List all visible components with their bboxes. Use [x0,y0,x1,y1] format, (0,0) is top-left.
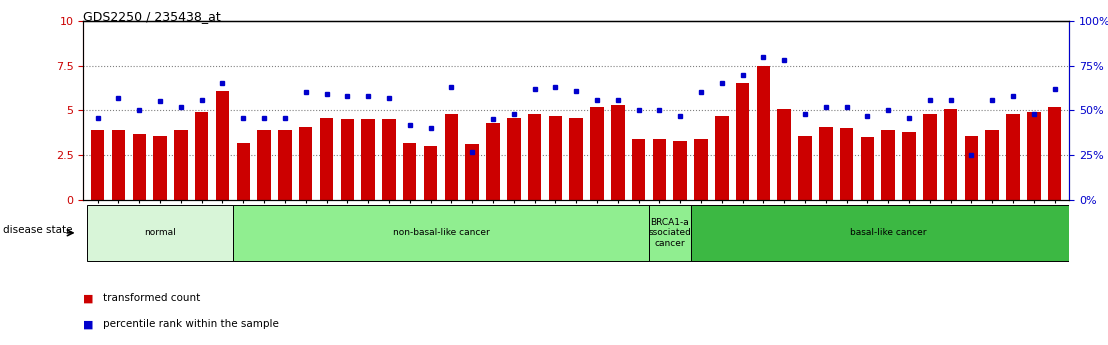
Bar [278,130,291,200]
Bar [112,130,125,200]
Bar [591,107,604,200]
Bar [736,83,749,200]
Bar [819,127,832,200]
Bar [299,127,312,200]
Bar [133,134,146,200]
Bar [361,119,375,200]
Bar [923,114,936,200]
Bar [861,137,874,200]
Bar [382,119,396,200]
Bar [486,123,500,200]
Bar [236,143,250,200]
Text: ■: ■ [83,319,93,329]
Bar [632,139,645,200]
Bar [985,130,999,200]
Bar [611,105,625,200]
Bar [840,128,853,200]
Bar [340,119,355,200]
Bar [320,118,334,200]
Bar [91,130,104,200]
Text: non-basal-like cancer: non-basal-like cancer [392,228,490,237]
Bar [695,139,708,200]
Text: normal: normal [144,228,176,237]
Bar [778,109,791,200]
Bar [1006,114,1019,200]
Bar [944,109,957,200]
Bar [465,145,479,200]
Bar [653,139,666,200]
Bar [882,130,895,200]
Bar [1048,107,1061,200]
Bar [423,146,438,200]
Text: BRCA1-a
ssociated
cancer: BRCA1-a ssociated cancer [648,218,691,248]
Bar [570,118,583,200]
Bar [257,130,270,200]
Bar [715,116,729,200]
Bar [902,132,916,200]
Bar [548,116,562,200]
Bar [403,143,417,200]
Text: disease state: disease state [3,225,73,235]
Text: percentile rank within the sample: percentile rank within the sample [103,319,279,329]
Bar [88,205,233,261]
Bar [649,205,690,261]
Text: GDS2250 / 235438_at: GDS2250 / 235438_at [83,10,220,23]
Bar [216,91,229,200]
Bar [1027,112,1040,200]
Bar [757,66,770,200]
Bar [507,118,521,200]
Bar [153,136,167,200]
Bar [527,114,542,200]
Bar [674,141,687,200]
Bar [690,205,1086,261]
Bar [444,114,458,200]
Bar [174,130,187,200]
Bar [965,136,978,200]
Bar [798,136,812,200]
Bar [233,205,649,261]
Text: transformed count: transformed count [103,294,201,303]
Text: ■: ■ [83,294,93,303]
Bar [195,112,208,200]
Text: basal-like cancer: basal-like cancer [850,228,926,237]
